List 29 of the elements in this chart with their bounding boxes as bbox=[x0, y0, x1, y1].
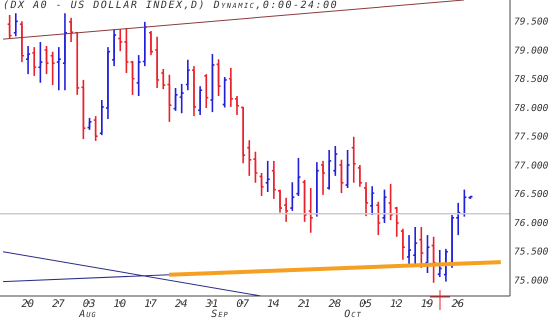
y-tick-label: 78.000 bbox=[514, 102, 549, 114]
x-tick-label: 28 bbox=[328, 298, 342, 310]
x-tick-label: 14 bbox=[267, 298, 280, 310]
x-tick-label: 27 bbox=[52, 298, 66, 310]
y-tick-label: 78.500 bbox=[514, 74, 549, 86]
y-tick-label: 79.500 bbox=[514, 16, 549, 28]
text: Sep bbox=[211, 309, 229, 320]
text: Oct bbox=[344, 309, 362, 320]
y-tick-label: 79.000 bbox=[514, 45, 549, 56]
chart-title: (DX A0 - US DOLLAR INDEX,D) Dynamic,0:00-24:00 bbox=[3, 0, 338, 11]
text: Aug bbox=[79, 309, 97, 320]
x-tick-label: 05 bbox=[359, 298, 372, 310]
x-tick-label: 21 bbox=[298, 298, 310, 310]
x-tick-label: 20 bbox=[21, 298, 34, 310]
x-tick-label: 03 bbox=[82, 298, 96, 310]
y-tick-label: 75.500 bbox=[514, 246, 549, 258]
y-tick-label: 77.000 bbox=[514, 160, 549, 172]
x-tick-label: 24 bbox=[174, 298, 188, 310]
x-tick-label: 12 bbox=[390, 298, 403, 310]
x-tick-label: 07 bbox=[236, 298, 250, 310]
y-tick-label: 77.500 bbox=[514, 132, 549, 143]
x-tick-label: 19 bbox=[420, 298, 434, 310]
x-tick-label: 10 bbox=[113, 298, 126, 310]
x-tick-label: 31 bbox=[204, 298, 218, 310]
x-tick-label: 26 bbox=[451, 298, 464, 310]
x-tick-label: 17 bbox=[144, 298, 158, 310]
y-tick-label: 76.500 bbox=[514, 189, 549, 200]
y-tick-label: 75.000 bbox=[514, 275, 549, 286]
y-tick-label: 76.000 bbox=[514, 218, 549, 229]
